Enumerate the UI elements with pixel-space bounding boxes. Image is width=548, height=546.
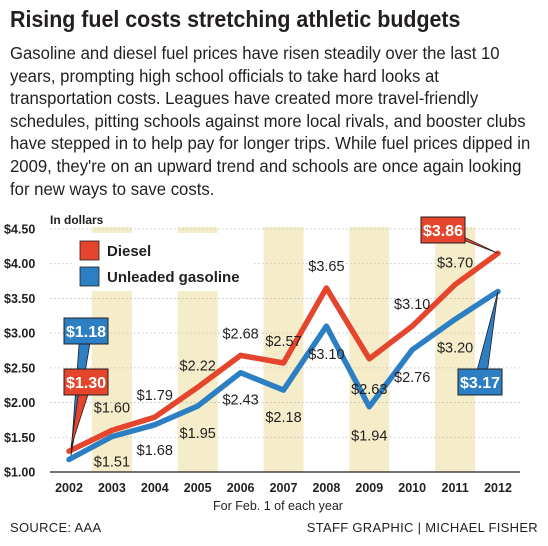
x-tick-label: 2010 [398, 481, 426, 495]
staff-credit: STAFF GRAPHIC | MICHAEL FISHER [306, 520, 538, 535]
x-tick-label: 2009 [355, 481, 383, 495]
data-label-gasoline: $1.94 [351, 429, 387, 445]
callout-gasoline-end-box [457, 368, 503, 396]
callout-diesel-end: $3.86 [423, 223, 463, 240]
year-band [263, 227, 304, 472]
x-tick-label: 2006 [227, 481, 255, 495]
y-tick-label: $4.50 [4, 223, 35, 237]
y-axis-label: In dollars [50, 213, 104, 227]
x-tick-label: 2004 [141, 481, 169, 495]
callout-gasoline-start-box [63, 317, 109, 345]
x-axis-label: For Feb. 1 of each year [213, 499, 343, 513]
callout-diesel-end-box [420, 216, 466, 244]
data-label-gasoline: $1.68 [137, 443, 173, 459]
legend-swatch-gasoline [79, 266, 100, 287]
data-label-diesel: $1.79 [137, 388, 173, 404]
x-tick-label: 2008 [312, 481, 340, 495]
legend: Diesel Unleaded gasoline [74, 233, 254, 291]
data-label-diesel: $2.68 [222, 326, 258, 342]
data-label-diesel: $1.60 [94, 400, 130, 416]
data-label-gasoline: $2.43 [222, 393, 258, 409]
series-lines [66, 250, 501, 463]
data-label-gasoline: $1.51 [94, 455, 130, 471]
y-tick-label: $1.50 [4, 431, 35, 445]
data-label-diesel: $3.65 [308, 259, 344, 275]
data-label-diesel: $2.22 [180, 358, 216, 374]
y-tick-label: $3.00 [4, 327, 35, 341]
data-label-gasoline: $3.10 [308, 347, 344, 363]
y-tick-label: $1.00 [4, 466, 35, 480]
callout-diesel-start: $1.30 [66, 375, 106, 392]
x-tick-label: 2003 [98, 481, 126, 495]
legend-box [74, 233, 254, 291]
callout-gasoline-end: $3.17 [460, 375, 500, 392]
data-label-gasoline: $3.20 [437, 340, 473, 356]
gridlines [50, 228, 520, 473]
legend-label-diesel: Diesel [107, 243, 151, 260]
data-label-gasoline: $1.95 [180, 426, 216, 442]
data-label-diesel: $3.10 [394, 297, 430, 313]
y-axis-ticks: $1.00 $1.50 $2.00 $2.50 $3.00 $3.50 $4.00 $4.50 [4, 223, 35, 480]
callout-gasoline-start: $1.18 [66, 324, 106, 341]
page-title: Rising fuel costs stretching athletic bu… [10, 6, 461, 32]
x-tick-label: 2011 [442, 481, 469, 495]
intro-paragraph: Gasoline and diesel fuel prices have ris… [10, 43, 531, 199]
y-tick-label: $2.50 [4, 361, 35, 375]
y-tick-label: $3.50 [4, 292, 35, 306]
year-band [435, 227, 476, 472]
legend-swatch-diesel [79, 240, 100, 261]
series-line-diesel [66, 250, 501, 454]
series-line-gasoline [66, 288, 501, 463]
x-tick-label: 2012 [484, 481, 512, 495]
data-label-diesel: $3.70 [437, 256, 473, 272]
legend-label-gasoline: Unleaded gasoline [107, 269, 240, 286]
data-labels: $1.60 $1.51 $1.79 $1.68 $2.22 $1.95 $2.68 $2.43… [63, 216, 503, 471]
x-tick-label: 2007 [270, 481, 298, 495]
x-tick-label: 2005 [184, 481, 212, 495]
x-axis-ticks: 2002 2003 2004 2005 2006 2007 2008 2009 2010 2011… [55, 481, 512, 495]
callout-diesel-start-box [63, 368, 109, 396]
data-label-gasoline: $2.18 [265, 410, 301, 426]
source-note: SOURCE: AAA [10, 520, 102, 535]
data-label-diesel: $2.57 [265, 334, 301, 350]
y-tick-label: $2.00 [4, 396, 35, 410]
data-label-gasoline: $2.76 [394, 370, 430, 386]
y-tick-label: $4.00 [4, 257, 35, 271]
x-tick-label: 2002 [55, 481, 83, 495]
data-label-diesel: $2.63 [351, 382, 387, 398]
